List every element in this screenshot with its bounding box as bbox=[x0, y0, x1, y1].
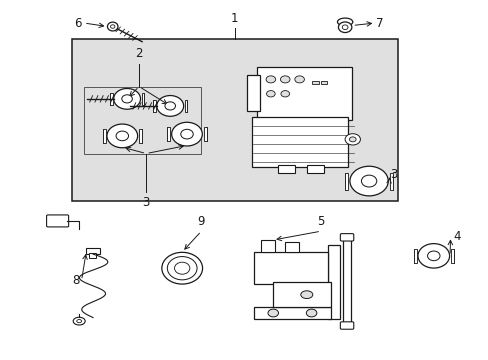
Ellipse shape bbox=[338, 22, 351, 32]
Ellipse shape bbox=[110, 25, 115, 28]
Ellipse shape bbox=[122, 95, 132, 103]
FancyBboxPatch shape bbox=[340, 234, 353, 241]
Ellipse shape bbox=[113, 89, 140, 109]
Text: 4: 4 bbox=[452, 230, 460, 243]
Bar bbox=[450, 249, 453, 263]
Bar bbox=[306, 165, 323, 173]
Circle shape bbox=[266, 91, 275, 97]
Ellipse shape bbox=[181, 129, 193, 139]
Text: 2: 2 bbox=[135, 47, 142, 60]
Bar bbox=[246, 75, 260, 111]
Bar bbox=[311, 81, 318, 84]
Bar bbox=[389, 172, 392, 189]
Bar bbox=[254, 252, 328, 284]
Text: 5: 5 bbox=[317, 215, 324, 228]
Text: 3: 3 bbox=[142, 196, 150, 209]
Text: 9: 9 bbox=[197, 215, 204, 228]
Circle shape bbox=[267, 309, 278, 317]
FancyBboxPatch shape bbox=[340, 322, 353, 329]
Text: 1: 1 bbox=[231, 12, 238, 25]
Circle shape bbox=[294, 76, 304, 83]
Text: 8: 8 bbox=[72, 274, 79, 287]
Bar bbox=[254, 307, 330, 319]
Ellipse shape bbox=[107, 22, 118, 31]
Circle shape bbox=[265, 76, 275, 83]
Ellipse shape bbox=[77, 320, 81, 323]
Ellipse shape bbox=[73, 317, 85, 325]
Circle shape bbox=[280, 76, 289, 83]
Circle shape bbox=[305, 309, 316, 317]
Bar bbox=[251, 117, 347, 167]
Text: 6: 6 bbox=[74, 17, 81, 30]
Circle shape bbox=[345, 134, 360, 145]
Ellipse shape bbox=[342, 25, 347, 30]
Bar bbox=[342, 237, 351, 327]
Bar bbox=[413, 249, 416, 263]
Ellipse shape bbox=[162, 252, 202, 284]
Ellipse shape bbox=[171, 122, 202, 146]
Ellipse shape bbox=[174, 262, 189, 274]
Ellipse shape bbox=[157, 95, 183, 116]
Ellipse shape bbox=[337, 18, 352, 26]
Bar bbox=[142, 93, 144, 105]
Bar bbox=[110, 93, 112, 105]
Circle shape bbox=[280, 91, 289, 97]
Ellipse shape bbox=[164, 102, 175, 110]
Bar bbox=[139, 129, 142, 143]
Bar bbox=[167, 127, 170, 141]
Circle shape bbox=[349, 137, 355, 142]
Ellipse shape bbox=[361, 175, 376, 187]
Bar bbox=[345, 172, 348, 189]
Bar bbox=[328, 245, 340, 319]
Ellipse shape bbox=[427, 251, 439, 261]
Ellipse shape bbox=[300, 291, 312, 298]
Bar bbox=[321, 81, 326, 84]
Bar bbox=[84, 86, 201, 154]
Text: 3: 3 bbox=[390, 168, 397, 181]
Bar bbox=[184, 100, 187, 112]
Bar bbox=[273, 282, 330, 307]
FancyBboxPatch shape bbox=[256, 67, 352, 120]
Ellipse shape bbox=[349, 166, 387, 196]
Bar bbox=[153, 100, 155, 112]
Ellipse shape bbox=[107, 124, 137, 148]
Bar bbox=[261, 240, 274, 252]
Bar bbox=[285, 242, 298, 252]
Bar bbox=[203, 127, 206, 141]
Ellipse shape bbox=[167, 257, 197, 280]
Bar bbox=[89, 253, 96, 258]
Bar bbox=[278, 165, 294, 173]
Bar bbox=[86, 248, 100, 254]
Ellipse shape bbox=[116, 131, 128, 141]
Bar bbox=[72, 39, 397, 201]
Ellipse shape bbox=[417, 244, 448, 268]
Bar bbox=[102, 129, 105, 143]
FancyBboxPatch shape bbox=[46, 215, 68, 227]
Text: 7: 7 bbox=[376, 17, 383, 30]
